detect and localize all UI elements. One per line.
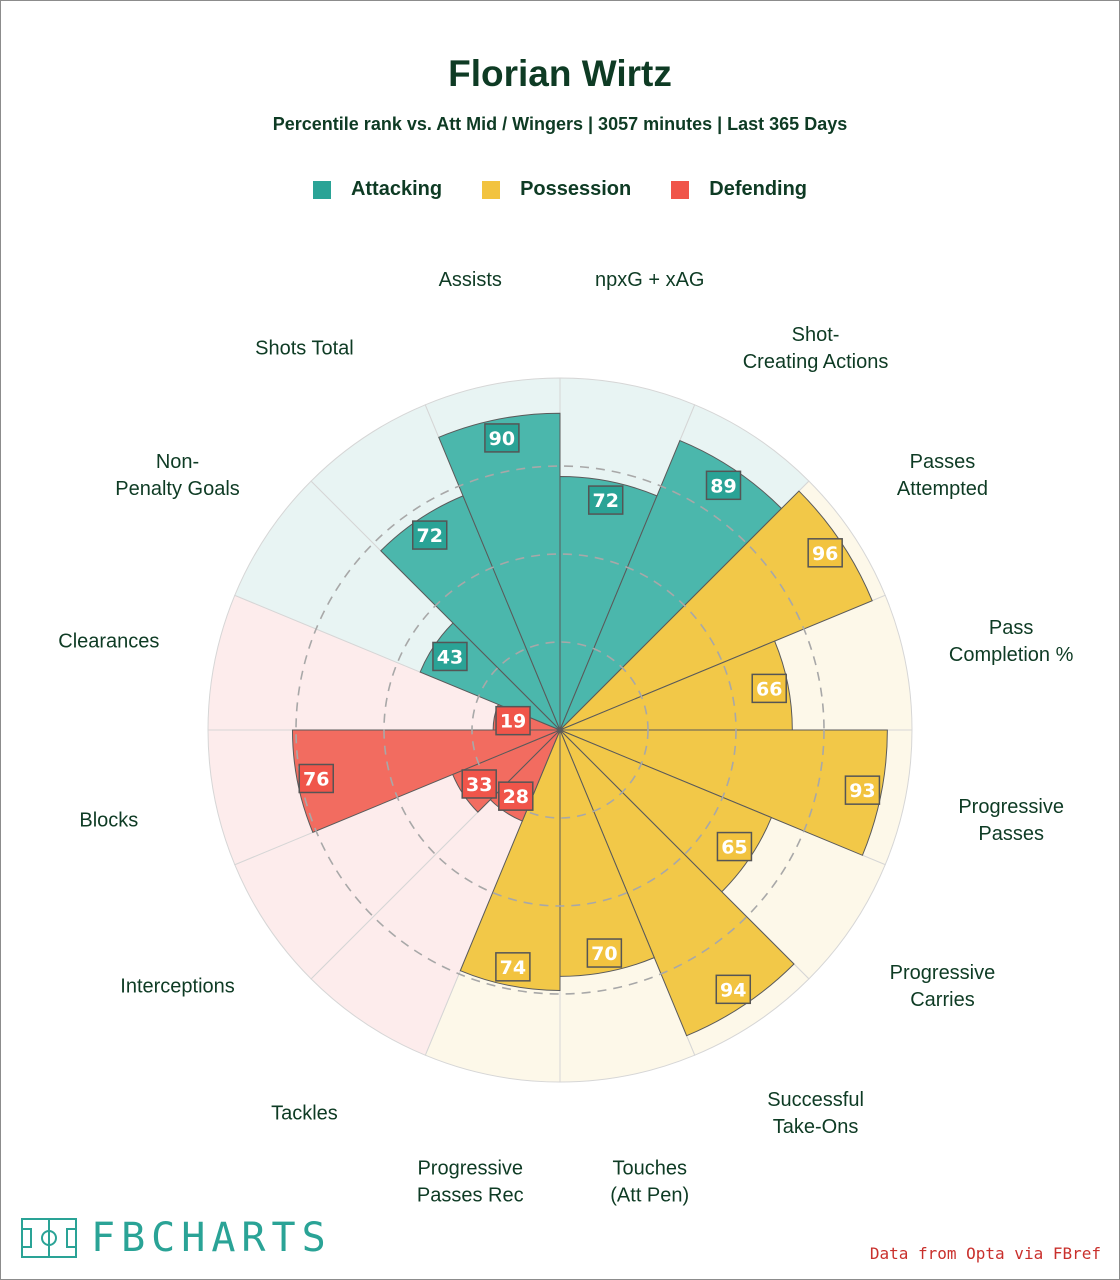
metric-label-progressive-passes-rec: Progressive Passes Rec [417,1158,524,1207]
grid-ring-50 [383,553,737,907]
value-badge-shots-total [412,520,448,550]
bar-progressive-passes-rec [459,729,561,991]
value-label-assists: 90 [489,428,515,450]
metric-label-non-penalty-goals: Non-Penalty Goals [115,451,240,500]
value-badge-tackles [498,781,534,811]
metric-label-touches-att-pen: Touches (Att Pen) [610,1158,689,1207]
value-badge-passes-attempted [807,538,843,568]
value-badge-blocks [298,763,335,794]
metric-label-passes-attempted: Passes Attempted [897,451,988,500]
metric-label-assists: Assists [439,269,502,291]
value-label-progressive-passes: 93 [849,780,875,802]
value-label-interceptions: 33 [466,774,492,796]
value-label-tackles: 28 [503,786,529,808]
fbcharts-logo: FBCHARTS [19,1215,332,1261]
bar-successful-take-ons [559,729,795,1037]
metric-label-shot-creating-actions: Shot-Creating Actions [743,324,889,373]
value-label-clearances: 19 [500,711,526,733]
bg-wedge-tackles [310,729,561,1056]
value-badge-progressive-carries [716,831,753,862]
value-label-passes-attempted: 96 [812,543,838,565]
value-label-blocks: 76 [303,768,329,790]
value-label-shot-creating-actions: 89 [710,475,736,497]
value-badge-clearances [495,705,531,736]
value-label-touches-att-pen: 70 [591,943,617,965]
metric-label-shots-total: Shots Total [255,338,354,360]
metric-label-progressive-carries: Progressive Carries [890,962,996,1011]
grid-ring-25 [471,641,649,819]
legend-item-possession: Possession [482,178,631,201]
chart-title: Florian Wirtz [448,53,672,94]
metric-label-npxg-xag: npxG + xAG [595,269,705,291]
value-label-npxg-xag: 72 [593,490,619,512]
value-label-progressive-passes-rec: 74 [500,957,526,979]
value-badge-assists [484,423,520,453]
value-label-progressive-carries: 65 [721,837,747,859]
value-badge-progressive-passes [844,775,881,805]
metric-label-successful-take-ons: Successful Take-Ons [767,1089,864,1138]
bg-wedge-clearances [207,594,561,731]
metric-label-progressive-passes: Progressive Passes [958,796,1064,845]
legend-item-attacking: Attacking [312,178,443,201]
value-badge-successful-take-ons [715,974,752,1005]
value-badge-interceptions [461,769,497,799]
value-label-non-penalty-goals: 43 [437,646,463,668]
metric-label-clearances: Clearances [58,630,159,652]
legend: Attacking Possession Defending [1,178,1119,201]
legend-label-possession: Possession [520,178,632,200]
logo-text: FBCHARTS [91,1215,332,1261]
value-badge-npxg-xag [587,485,624,515]
bar-assists [438,412,561,731]
source-note: Data from Opta via FBref [869,1244,1101,1263]
bar-shot-creating-actions [559,439,783,731]
value-label-successful-take-ons: 94 [720,979,746,1001]
value-badge-shot-creating-actions [705,470,742,501]
value-label-shots-total: 72 [417,525,443,547]
value-badge-pass-completion [751,673,787,704]
legend-item-defending: Defending [671,178,807,201]
legend-label-defending: Defending [709,178,808,200]
legend-swatch-defending [671,180,690,199]
value-badge-progressive-passes-rec [495,952,531,982]
chart-subtitle: Percentile rank vs. Att Mid / Wingers | … [272,114,848,134]
pitch-icon [21,1218,77,1258]
value-badge-touches-att-pen [586,938,623,968]
grid-ring-75 [295,465,825,995]
metric-label-pass-completion: Pass Completion % [949,617,1074,666]
value-label-pass-completion: 66 [756,678,782,700]
legend-swatch-possession [482,180,501,199]
metric-label-blocks: Blocks [79,810,138,832]
metric-label-interceptions: Interceptions [120,976,235,998]
legend-label-attacking: Attacking [350,178,443,200]
metric-label-tackles: Tackles [271,1102,338,1124]
value-badge-non-penalty-goals [432,641,468,672]
legend-swatch-attacking [312,180,331,199]
bar-blocks [291,729,561,834]
